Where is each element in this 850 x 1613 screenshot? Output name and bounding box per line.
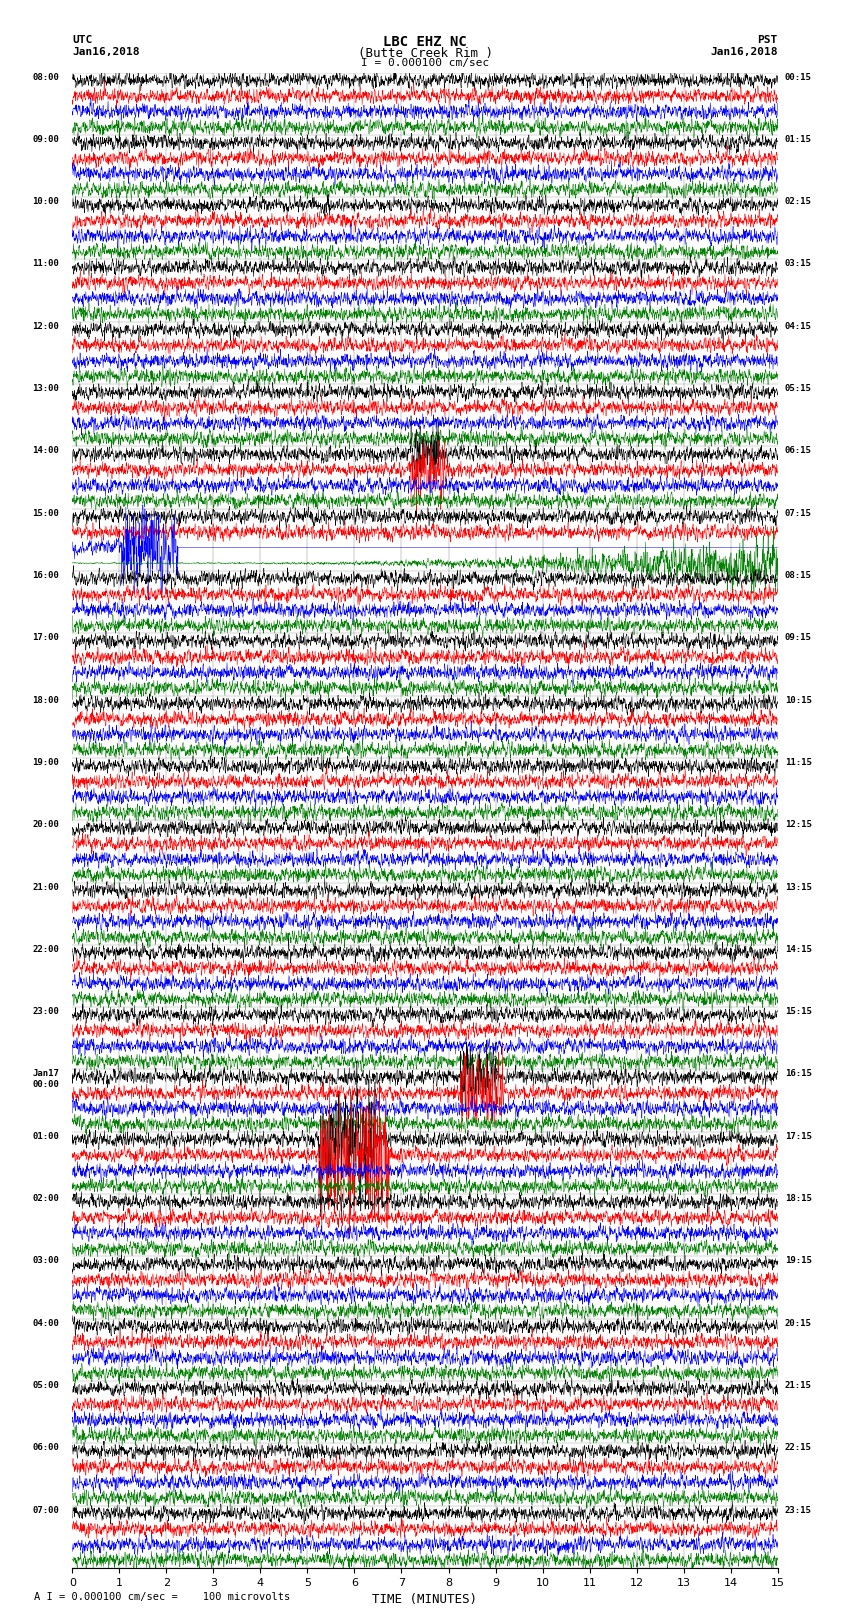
Text: 04:00: 04:00 [32, 1319, 60, 1327]
Text: Jan17
00:00: Jan17 00:00 [32, 1069, 60, 1089]
Text: 04:15: 04:15 [785, 323, 812, 331]
X-axis label: TIME (MINUTES): TIME (MINUTES) [372, 1594, 478, 1607]
Text: 15:15: 15:15 [785, 1007, 812, 1016]
Text: 11:00: 11:00 [32, 260, 60, 268]
Text: 07:00: 07:00 [32, 1505, 60, 1515]
Text: LBC EHZ NC: LBC EHZ NC [383, 35, 467, 50]
Text: 23:00: 23:00 [32, 1007, 60, 1016]
Text: 15:00: 15:00 [32, 508, 60, 518]
Text: 09:15: 09:15 [785, 634, 812, 642]
Text: (Butte Creek Rim ): (Butte Creek Rim ) [358, 47, 492, 60]
Text: 12:00: 12:00 [32, 323, 60, 331]
Text: 22:15: 22:15 [785, 1444, 812, 1452]
Text: 10:00: 10:00 [32, 197, 60, 206]
Text: 06:15: 06:15 [785, 447, 812, 455]
Text: 23:15: 23:15 [785, 1505, 812, 1515]
Text: 18:15: 18:15 [785, 1194, 812, 1203]
Text: 20:15: 20:15 [785, 1319, 812, 1327]
Text: 17:15: 17:15 [785, 1132, 812, 1140]
Text: 16:00: 16:00 [32, 571, 60, 581]
Text: 19:00: 19:00 [32, 758, 60, 766]
Text: 07:15: 07:15 [785, 508, 812, 518]
Text: PST: PST [757, 35, 778, 45]
Text: 05:15: 05:15 [785, 384, 812, 394]
Text: 11:15: 11:15 [785, 758, 812, 766]
Text: 05:00: 05:00 [32, 1381, 60, 1390]
Text: 03:00: 03:00 [32, 1257, 60, 1265]
Text: UTC: UTC [72, 35, 93, 45]
Text: 16:15: 16:15 [785, 1069, 812, 1079]
Text: 19:15: 19:15 [785, 1257, 812, 1265]
Text: 01:15: 01:15 [785, 135, 812, 144]
Text: 01:00: 01:00 [32, 1132, 60, 1140]
Text: 09:00: 09:00 [32, 135, 60, 144]
Text: 22:00: 22:00 [32, 945, 60, 953]
Text: 10:15: 10:15 [785, 695, 812, 705]
Text: 08:15: 08:15 [785, 571, 812, 581]
Text: 13:15: 13:15 [785, 882, 812, 892]
Text: 00:15: 00:15 [785, 73, 812, 82]
Text: 02:15: 02:15 [785, 197, 812, 206]
Text: 06:00: 06:00 [32, 1444, 60, 1452]
Text: 20:00: 20:00 [32, 821, 60, 829]
Text: 21:15: 21:15 [785, 1381, 812, 1390]
Text: 14:15: 14:15 [785, 945, 812, 953]
Text: I = 0.000100 cm/sec: I = 0.000100 cm/sec [361, 58, 489, 68]
Text: 21:00: 21:00 [32, 882, 60, 892]
Text: 14:00: 14:00 [32, 447, 60, 455]
Text: 02:00: 02:00 [32, 1194, 60, 1203]
Text: 08:00: 08:00 [32, 73, 60, 82]
Text: 18:00: 18:00 [32, 695, 60, 705]
Text: A I = 0.000100 cm/sec =    100 microvolts: A I = 0.000100 cm/sec = 100 microvolts [34, 1592, 290, 1602]
Text: Jan16,2018: Jan16,2018 [72, 47, 139, 56]
Text: Jan16,2018: Jan16,2018 [711, 47, 778, 56]
Text: 12:15: 12:15 [785, 821, 812, 829]
Text: 03:15: 03:15 [785, 260, 812, 268]
Text: 13:00: 13:00 [32, 384, 60, 394]
Text: 17:00: 17:00 [32, 634, 60, 642]
